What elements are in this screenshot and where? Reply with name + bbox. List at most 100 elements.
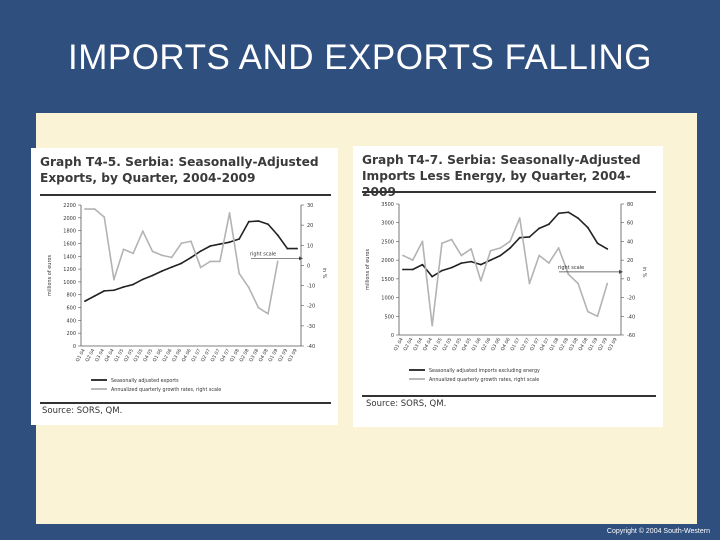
growth-rate-point	[267, 312, 269, 315]
y-tick-label: 1000	[63, 280, 76, 286]
growth-rate-point	[528, 282, 531, 285]
level-point	[431, 275, 434, 278]
level-point	[596, 242, 599, 245]
growth-rate-point	[161, 254, 163, 257]
growth-rate-point	[151, 250, 154, 253]
legend-label: Annualized quarterly growth rates, right…	[111, 387, 221, 393]
growth-rate-point	[170, 256, 173, 259]
level-point	[606, 248, 609, 250]
growth-rate-point	[132, 252, 135, 255]
level-point	[528, 236, 531, 238]
source-rule	[362, 395, 656, 397]
growth-rate-point	[247, 286, 250, 289]
level-point	[209, 245, 212, 247]
growth-rate-series-line	[85, 208, 279, 315]
x-tick-label: Q3 09	[287, 348, 299, 363]
growth-rate-point	[460, 254, 463, 257]
growth-rate-point	[402, 254, 404, 257]
y-tick-label: 1600	[63, 241, 76, 247]
y-tick-label: 1500	[381, 277, 394, 283]
y2-tick-label: -40	[307, 344, 315, 350]
level-point	[228, 241, 231, 244]
y2-tick-label: 80	[627, 202, 633, 208]
growth-rate-point	[518, 217, 521, 219]
growth-rate-point	[470, 248, 472, 250]
level-point	[122, 286, 125, 288]
y-tick-label: 1000	[381, 296, 394, 302]
y-tick-label: 200	[66, 331, 76, 337]
level-point	[180, 262, 183, 265]
level-point	[151, 274, 154, 277]
level-point	[113, 289, 115, 292]
y2-tick-label: 0	[627, 277, 630, 283]
growth-rate-point	[499, 247, 502, 249]
y2-tick-label: 0	[307, 263, 310, 269]
annotation-arrowhead	[619, 269, 623, 274]
slide-title: IMPORTS AND EXPORTS FALLING	[67, 38, 653, 77]
growth-rate-point	[84, 208, 86, 210]
growth-rate-point	[199, 266, 202, 269]
copyright-notice: Copyright © 2004 South-Western	[606, 528, 710, 535]
growth-rate-point	[113, 278, 115, 281]
level-point	[267, 223, 269, 226]
level-point	[470, 260, 472, 263]
y2-axis-label: in %	[641, 267, 647, 278]
level-point	[586, 226, 589, 229]
imports-graph-card: Graph T4-7. Serbia: Seasonally-Adjusted …	[353, 146, 663, 427]
growth-rate-point	[577, 282, 579, 285]
growth-rate-point	[548, 262, 550, 264]
y2-tick-label: 40	[627, 239, 633, 245]
level-point	[421, 263, 424, 266]
y2-tick-label: -20	[627, 296, 635, 302]
source-rule	[40, 402, 331, 404]
level-point	[93, 295, 96, 297]
annotation-arrowhead	[299, 256, 303, 261]
growth-rate-point	[596, 315, 599, 318]
level-point	[170, 266, 173, 269]
level-point	[441, 269, 443, 272]
level-point	[411, 268, 414, 271]
y-tick-label: 2000	[63, 216, 76, 222]
y2-tick-label: -60	[627, 333, 635, 339]
imports-chart: 0 500 1000 1500 2000 2500 3000 3500 -60 -40 -20 0 20…	[365, 202, 647, 383]
y2-tick-label: 20	[307, 223, 313, 229]
y-tick-label: 3000	[381, 221, 394, 227]
level-point	[141, 278, 144, 281]
growth-rate-point	[276, 260, 279, 263]
level-point	[479, 263, 482, 266]
level-point	[257, 220, 260, 222]
legend-label: Seasonally adjusted exports	[111, 378, 179, 384]
growth-rate-point	[557, 247, 560, 249]
y2-tick-label: 30	[307, 203, 313, 209]
growth-rate-point	[141, 230, 144, 233]
y-tick-label: 0	[391, 333, 394, 339]
title-rule	[40, 194, 331, 196]
level-point	[557, 212, 560, 215]
y-tick-label: 2500	[381, 239, 394, 245]
growth-rate-point	[567, 273, 570, 276]
growth-rate-point	[509, 240, 511, 243]
graph-source: Source: SORS, QM.	[42, 406, 123, 416]
y-tick-label: 1400	[63, 254, 76, 260]
y-tick-label: 600	[66, 306, 76, 312]
y-axis-label: millions of euros	[47, 255, 53, 297]
y2-tick-label: 60	[627, 221, 633, 227]
y-tick-label: 400	[66, 318, 76, 324]
graph-title-line-2: Exports, by Quarter, 2004-2009	[40, 171, 256, 185]
y2-tick-label: 10	[307, 243, 313, 249]
growth-rate-point	[479, 279, 482, 282]
growth-rate-point	[606, 282, 609, 285]
level-point	[161, 270, 163, 272]
growth-rate-point	[431, 324, 434, 327]
growth-rate-point	[489, 249, 492, 252]
growth-rate-series-line	[402, 217, 609, 327]
level-point	[538, 227, 541, 230]
y2-axis-label: in %	[321, 268, 327, 279]
growth-rate-point	[586, 310, 589, 313]
level-point	[548, 223, 550, 226]
growth-rate-point	[257, 306, 260, 309]
level-point	[132, 283, 135, 286]
y-tick-label: 3500	[381, 202, 394, 208]
exports-graph-card: Graph T4-5. Serbia: Seasonally-Adjusted …	[31, 148, 338, 425]
title-rule	[362, 191, 656, 193]
